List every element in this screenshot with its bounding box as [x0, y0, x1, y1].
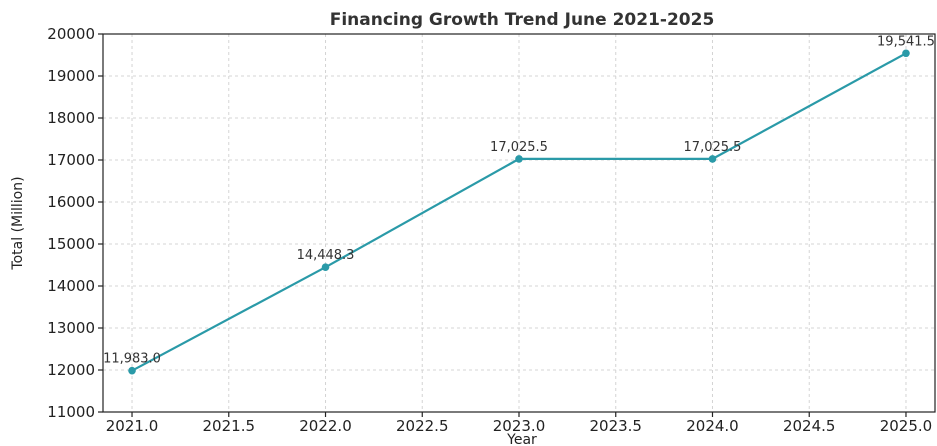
y-tick-label: 12000	[47, 361, 95, 379]
data-points	[128, 49, 910, 375]
y-tick-label: 19000	[47, 67, 95, 85]
data-point	[321, 263, 330, 271]
data-labels: 11,983.0 14,448.3 17,025.5 17,025.5 19,541.5	[103, 34, 935, 366]
data-point	[128, 366, 136, 375]
plot-frame	[102, 33, 936, 413]
x-tick-label: 2023.5	[589, 417, 642, 435]
x-tick-label: 2022.5	[396, 417, 449, 435]
y-tick-label: 14000	[47, 277, 95, 295]
data-point	[708, 155, 717, 163]
x-tick-label: 2024.0	[686, 417, 739, 435]
x-tick-label: 2022.0	[299, 417, 352, 435]
x-tick-label: 2025.0	[880, 417, 933, 435]
y-tick-label: 16000	[47, 193, 95, 211]
x-tick-label: 2021.0	[106, 417, 159, 435]
data-label: 17,025.5	[684, 140, 742, 155]
y-tick-labels: 11000 12000 13000 14000 15000 16000 17000 18000…	[47, 25, 95, 421]
data-point	[902, 49, 910, 58]
data-label: 11,983.0	[103, 352, 161, 367]
y-tick-label: 17000	[47, 151, 95, 169]
x-axis-label: Year	[506, 432, 537, 446]
chart-title: Financing Growth Trend June 2021-2025	[330, 10, 715, 30]
y-tick-label: 20000	[47, 25, 95, 43]
grid-lines	[103, 33, 935, 413]
data-label: 17,025.5	[490, 140, 548, 155]
x-tick-label: 2023.0	[493, 417, 546, 435]
data-label: 19,541.5	[877, 34, 935, 49]
x-tick-labels: 2021.0 2021.5 2022.0 2022.5 2023.0 2023.5 2024…	[106, 417, 932, 435]
data-label: 14,448.3	[297, 248, 355, 263]
axis-ticks	[98, 33, 907, 417]
x-tick-label: 2021.5	[203, 417, 256, 435]
y-axis-label: Total (Million)	[10, 176, 26, 270]
y-tick-label: 18000	[47, 109, 95, 127]
y-tick-label: 11000	[47, 403, 95, 421]
y-tick-label: 13000	[47, 319, 95, 337]
data-point	[515, 155, 523, 163]
y-tick-label: 15000	[47, 235, 95, 253]
x-tick-label: 2024.5	[783, 417, 836, 435]
